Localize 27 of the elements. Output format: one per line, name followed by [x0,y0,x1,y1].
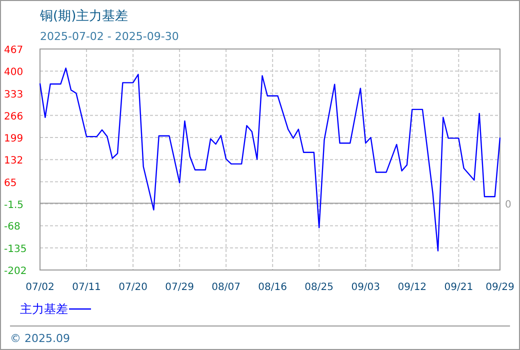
y-tick-label: 400 [4,67,24,78]
y-tick-label: 266 [4,111,24,122]
y-tick-label: -1.5 [4,200,24,211]
legend-label: 主力基差 [20,302,68,316]
x-tick-label: 07/02 [26,282,54,293]
y-tick-label: -135 [4,244,27,255]
x-tick-label: 07/29 [165,282,194,293]
y-tick-label: 132 [4,156,24,167]
x-tick-label: 08/16 [258,282,287,293]
ref-line-label: 0 [505,199,512,210]
x-tick-label: 09/21 [444,282,474,293]
y-tick-label: -202 [4,266,27,277]
x-tick-label: 09/03 [351,282,380,293]
x-tick-label: 08/25 [304,282,334,293]
text: © 2025.09 [10,332,70,345]
y-tick-label: 333 [4,89,24,100]
x-tick-label: 09/12 [398,282,427,293]
y-tick-label: 467 [4,45,24,56]
y-tick-label: 65 [4,178,17,189]
x-tick-label: 08/07 [212,282,240,293]
x-tick-label: 07/11 [72,282,101,293]
chart-subtitle: 2025-07-02 - 2025-09-30 [40,30,179,43]
y-tick-label: -68 [4,222,20,233]
x-tick-label: 07/20 [118,282,148,293]
x-tick-label: 09/29 [486,282,514,293]
chart-title: 铜(期)主力基差 [39,8,128,24]
y-tick-label: 199 [4,134,24,145]
